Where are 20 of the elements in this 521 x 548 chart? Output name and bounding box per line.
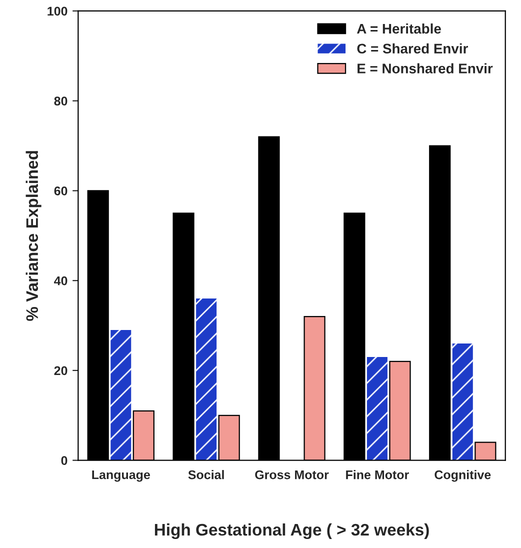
y-tick-label: 40 [54, 276, 68, 286]
legend-label: E = Nonshared Envir [358, 63, 493, 74]
bar [110, 330, 132, 460]
x-tick-label: Cognitive [434, 470, 491, 482]
x-tick-label: Fine Motor [346, 470, 409, 480]
x-axis-title: High Gestational Age ( > 32 weeks) [154, 523, 429, 540]
y-tick-label: 0 [61, 456, 68, 465]
x-tick-label: Gross Motor [255, 470, 329, 480]
y-tick-label: 80 [54, 96, 68, 106]
x-tick-label: Social [188, 470, 224, 480]
x-tick-label: Language [92, 470, 150, 482]
y-tick-label: 20 [54, 366, 68, 376]
legend-label: A = Heritable [356, 23, 441, 34]
legend-label: C = Shared Envir [357, 43, 468, 54]
bar [196, 298, 217, 460]
bar [452, 343, 473, 460]
y-tick-label: 60 [54, 186, 68, 196]
y-axis-title: % Variance Explained [26, 151, 42, 321]
bar [366, 356, 388, 460]
y-tick-label: 100 [48, 6, 68, 16]
